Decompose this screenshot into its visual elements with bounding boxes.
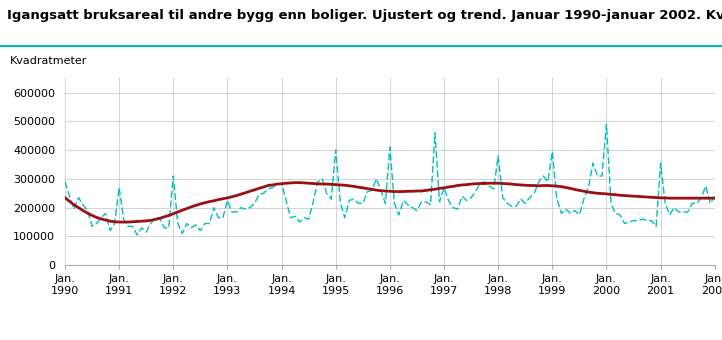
Line: Bruksareal andre bygg, trend: Bruksareal andre bygg, trend xyxy=(65,183,715,222)
Bruksareal andre bygg, trend xyxy=(710,196,719,200)
Bruksareal andre bygg, ujustert xyxy=(557,211,565,216)
Bruksareal andre bygg, trend xyxy=(580,189,588,193)
Bruksareal andre bygg, ujustert xyxy=(440,186,448,190)
Bruksareal andre bygg, trend xyxy=(61,195,69,200)
Bruksareal andre bygg, trend xyxy=(444,185,453,189)
Bruksareal andre bygg, trend xyxy=(65,199,74,203)
Bruksareal andre bygg, trend xyxy=(92,216,101,220)
Text: Kvadratmeter: Kvadratmeter xyxy=(10,56,87,66)
Bruksareal andre bygg, ujustert xyxy=(65,194,74,198)
Text: Igangsatt bruksareal til andre bygg enn boliger. Ujustert og trend. Januar 1990-: Igangsatt bruksareal til andre bygg enn … xyxy=(7,9,722,22)
Line: Bruksareal andre bygg, ujustert: Bruksareal andre bygg, ujustert xyxy=(65,124,715,235)
Bruksareal andre bygg, trend xyxy=(291,181,300,185)
Bruksareal andre bygg, trend xyxy=(562,186,570,190)
Bruksareal andre bygg, ujustert xyxy=(133,233,142,237)
Bruksareal andre bygg, ujustert xyxy=(575,213,583,217)
Bruksareal andre bygg, ujustert xyxy=(710,194,719,198)
Bruksareal andre bygg, ujustert xyxy=(61,180,69,184)
Bruksareal andre bygg, ujustert xyxy=(92,221,101,225)
Bruksareal andre bygg, trend xyxy=(115,220,123,224)
Bruksareal andre bygg, ujustert xyxy=(674,210,683,214)
Bruksareal andre bygg, trend xyxy=(674,196,683,200)
Bruksareal andre bygg, ujustert xyxy=(602,122,611,126)
